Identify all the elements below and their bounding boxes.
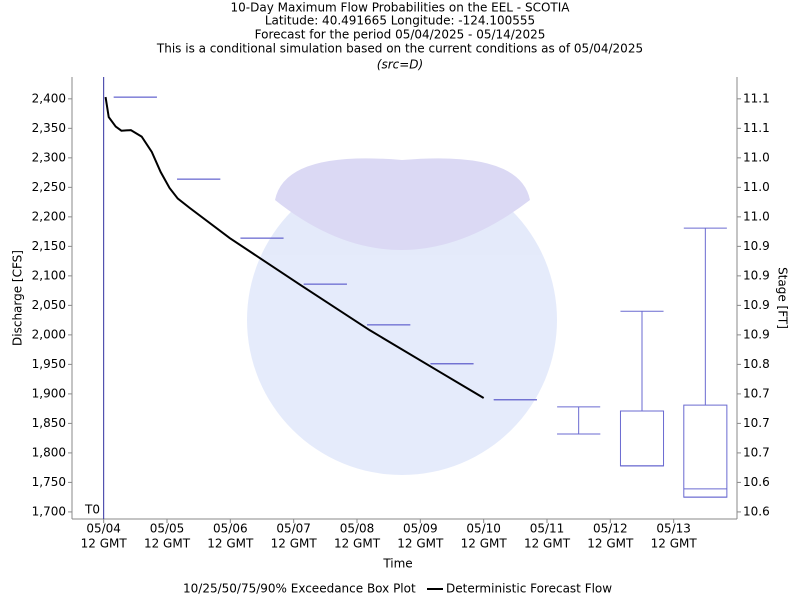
x-tick-sublabel: 12 GMT bbox=[144, 537, 191, 551]
y-tick-label: 2,050 bbox=[32, 298, 66, 312]
x-tick-sublabel: 12 GMT bbox=[207, 537, 254, 551]
y2-tick-label: 10.9 bbox=[743, 327, 770, 341]
x-tick-label: 05/04 bbox=[86, 522, 121, 536]
y2-tick-label: 11.1 bbox=[743, 121, 770, 135]
x-tick-label: 05/07 bbox=[276, 522, 311, 536]
y-tick-label: 2,150 bbox=[32, 239, 66, 253]
watermark bbox=[247, 158, 557, 475]
y-axis-label: Discharge [CFS] bbox=[11, 250, 25, 346]
y-tick-label: 1,750 bbox=[32, 475, 66, 489]
y-tick-label: 2,000 bbox=[32, 327, 66, 341]
t0-label: T0 bbox=[84, 503, 100, 517]
x-tick-label: 05/05 bbox=[150, 522, 185, 536]
y2-tick-label: 10.7 bbox=[743, 445, 770, 459]
box bbox=[683, 404, 728, 498]
x-tick-label: 05/11 bbox=[530, 522, 565, 536]
legend-label: Deterministic Forecast Flow bbox=[446, 582, 612, 596]
x-tick-sublabel: 12 GMT bbox=[81, 537, 128, 551]
x-tick-sublabel: 12 GMT bbox=[524, 537, 571, 551]
box bbox=[619, 410, 665, 467]
x-tick-sublabel: 12 GMT bbox=[334, 537, 381, 551]
y-tick-label: 1,950 bbox=[32, 357, 66, 371]
x-tick-sublabel: 12 GMT bbox=[271, 537, 318, 551]
y2-tick-label: 10.9 bbox=[743, 268, 770, 282]
y2-tick-label: 11.1 bbox=[743, 91, 770, 105]
x-tick-sublabel: 12 GMT bbox=[397, 537, 444, 551]
subtitle: Latitude: 40.491665 Longitude: -124.1005… bbox=[265, 14, 535, 28]
y2-tick-label: 10.7 bbox=[743, 386, 770, 400]
x-tick-sublabel: 12 GMT bbox=[651, 537, 698, 551]
y2-tick-label: 10.9 bbox=[743, 298, 770, 312]
y-tick-label: 1,850 bbox=[32, 416, 66, 430]
x-tick-sublabel: 12 GMT bbox=[587, 537, 634, 551]
y2-axis-label: Stage [FT] bbox=[776, 267, 790, 329]
subtitle: (src=D) bbox=[377, 58, 423, 72]
x-axis-label: Time bbox=[382, 557, 412, 571]
y-tick-label: 2,300 bbox=[32, 150, 66, 164]
subtitle: Forecast for the period 05/04/2025 - 05/… bbox=[255, 28, 546, 42]
y-tick-label: 1,700 bbox=[32, 504, 66, 518]
forecast-line bbox=[104, 96, 485, 399]
y2-tick-label: 10.8 bbox=[743, 357, 770, 371]
y-tick-label: 2,100 bbox=[32, 268, 66, 282]
x-tick-label: 05/13 bbox=[656, 522, 691, 536]
x-tick-label: 05/09 bbox=[403, 522, 438, 536]
y2-tick-label: 10.9 bbox=[743, 239, 770, 253]
y-tick-label: 2,250 bbox=[32, 180, 66, 194]
y2-tick-label: 11.0 bbox=[743, 150, 770, 164]
x-tick-label: 05/08 bbox=[340, 522, 375, 536]
y-tick-label: 2,350 bbox=[32, 121, 66, 135]
x-tick-sublabel: 12 GMT bbox=[461, 537, 508, 551]
y-tick-label: 2,200 bbox=[32, 209, 66, 223]
y2-tick-label: 11.0 bbox=[743, 209, 770, 223]
y2-tick-label: 11.0 bbox=[743, 180, 770, 194]
x-tick-label: 05/06 bbox=[213, 522, 248, 536]
y2-tick-label: 10.6 bbox=[743, 475, 770, 489]
y-tick-label: 1,900 bbox=[32, 386, 66, 400]
subtitle: This is a conditional simulation based o… bbox=[156, 42, 643, 56]
x-tick-label: 05/12 bbox=[593, 522, 628, 536]
y2-tick-label: 10.6 bbox=[743, 504, 770, 518]
x-tick-label: 05/10 bbox=[466, 522, 501, 536]
legend-label: 10/25/50/75/90% Exceedance Box Plot bbox=[183, 582, 416, 596]
y2-tick-label: 10.7 bbox=[743, 416, 770, 430]
chart-title: 10-Day Maximum Flow Probabilities on the… bbox=[231, 1, 571, 15]
y-tick-label: 1,800 bbox=[32, 445, 66, 459]
y-tick-label: 2,400 bbox=[32, 91, 66, 105]
